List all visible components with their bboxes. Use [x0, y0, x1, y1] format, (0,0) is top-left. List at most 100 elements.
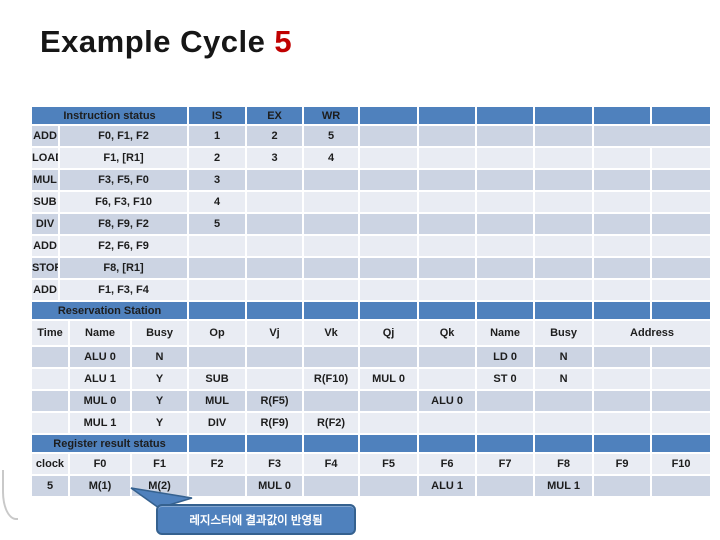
cell-qk	[417, 345, 478, 369]
instruction-row-mul: MUL F3, F5, F0 3	[30, 168, 713, 192]
empty-header-cell	[533, 433, 595, 454]
title-cycle-number: 5	[274, 24, 293, 59]
empty-cell	[650, 212, 713, 236]
cell-time	[30, 367, 70, 391]
cell-ex	[245, 234, 305, 258]
cell-buf-name: LD 0	[475, 345, 536, 369]
cell-f2	[187, 474, 248, 498]
empty-header-cell	[417, 105, 478, 126]
col-header-vj: Vj	[245, 319, 305, 347]
empty-header-cell	[650, 433, 713, 454]
col-header-buf-name: Name	[475, 319, 536, 347]
empty-cell	[475, 234, 536, 258]
reservation-station-header-row: Reservation Station	[29, 300, 713, 321]
cell-op: DIV	[187, 411, 248, 435]
cell-vk	[302, 345, 361, 369]
section-label-register-result: Register result status	[29, 433, 190, 454]
empty-cell	[592, 256, 653, 280]
slide-frame-corner	[2, 470, 18, 520]
empty-cell	[533, 146, 595, 170]
instruction-status-header-row: Instruction status IS EX WR	[29, 105, 713, 126]
cell-op: ADD	[30, 278, 60, 302]
cell-qk	[417, 411, 478, 435]
page-title: Example Cycle 5	[40, 24, 292, 60]
cell-address	[592, 367, 653, 391]
col-header-f2: F2	[187, 452, 248, 476]
col-header-f4: F4	[302, 452, 361, 476]
empty-cell	[592, 278, 653, 302]
col-header-ex: EX	[245, 105, 305, 126]
empty-cell	[417, 168, 478, 192]
cell-operands: F2, F6, F9	[57, 234, 190, 258]
empty-cell	[417, 256, 478, 280]
cell-qk: ALU 0	[417, 389, 478, 413]
col-header-buf-busy: Busy	[533, 319, 595, 347]
empty-cell	[358, 278, 420, 302]
empty-header-cell	[650, 300, 713, 321]
cell-f8: MUL 1	[533, 474, 595, 498]
callout-tail	[130, 487, 193, 509]
cell-wr	[302, 190, 361, 214]
register-value-row: 5 M(1) M(2) MUL 0 ALU 1 MUL 1	[30, 474, 713, 498]
empty-cell	[533, 256, 595, 280]
cell-vj	[245, 367, 305, 391]
register-result-header-row: Register result status	[29, 433, 713, 454]
cell-f5	[358, 474, 420, 498]
cell-qj	[358, 389, 420, 413]
rs-column-header-row: Time Name Busy Op Vj Vk Qj Qk Name Busy …	[30, 319, 713, 347]
cell-operands: F1, F3, F4	[57, 278, 190, 302]
cell-address	[650, 411, 713, 435]
rs-row-mul1: MUL 1 Y DIV R(F9) R(F2)	[30, 411, 713, 435]
empty-header-cell	[187, 300, 248, 321]
instruction-row-add2: ADD F2, F6, F9	[30, 234, 713, 258]
cell-ex: 2	[245, 124, 305, 148]
empty-cell	[475, 278, 536, 302]
cell-time	[30, 411, 70, 435]
cell-qj: MUL 0	[358, 367, 420, 391]
cell-op: MUL	[187, 389, 248, 413]
rs-row-alu0: ALU 0 N LD 0 N	[30, 345, 713, 369]
register-column-header-row: clock F0 F1 F2 F3 F4 F5 F6 F7 F8 F9 F10	[30, 452, 713, 476]
cell-op	[187, 345, 248, 369]
empty-cell	[533, 168, 595, 192]
cell-address	[592, 345, 653, 369]
cell-name: MUL 0	[68, 389, 132, 413]
col-header-f7: F7	[475, 452, 536, 476]
empty-cell	[533, 212, 595, 236]
col-header-f8: F8	[533, 452, 595, 476]
empty-cell	[417, 278, 478, 302]
col-header-f3: F3	[245, 452, 305, 476]
cell-vj	[245, 345, 305, 369]
cell-f10	[650, 474, 713, 498]
empty-header-cell	[475, 105, 536, 126]
empty-cell	[417, 190, 478, 214]
cell-time	[30, 345, 70, 369]
empty-header-cell	[592, 300, 653, 321]
col-header-op: Op	[187, 319, 248, 347]
col-header-f5: F5	[358, 452, 420, 476]
cell-operands: F8, F9, F2	[57, 212, 190, 236]
cell-ex	[245, 278, 305, 302]
cell-op: ADD	[30, 234, 60, 258]
callout-text: 레지스터에 결과값이 반영됨	[189, 514, 323, 527]
cell-buf-busy: N	[533, 367, 595, 391]
instruction-row-load: LOAD F1, [R1] 2 3 4	[30, 146, 713, 170]
cell-address	[650, 389, 713, 413]
instruction-row-add1: ADD F0, F1, F2 1 2 5	[30, 124, 713, 148]
cell-buf-busy	[533, 411, 595, 435]
empty-cell	[650, 146, 713, 170]
section-label-reservation-station: Reservation Station	[29, 300, 190, 321]
cell-f9	[592, 474, 653, 498]
empty-header-cell	[187, 433, 248, 454]
cell-ex	[245, 212, 305, 236]
empty-header-cell	[358, 105, 420, 126]
empty-cell	[417, 234, 478, 258]
cell-is: 2	[187, 146, 248, 170]
empty-header-cell	[245, 300, 305, 321]
section-label-instruction-status: Instruction status	[29, 105, 190, 126]
cell-ex	[245, 190, 305, 214]
empty-cell	[475, 190, 536, 214]
col-header-name: Name	[68, 319, 132, 347]
empty-cell	[592, 146, 653, 170]
